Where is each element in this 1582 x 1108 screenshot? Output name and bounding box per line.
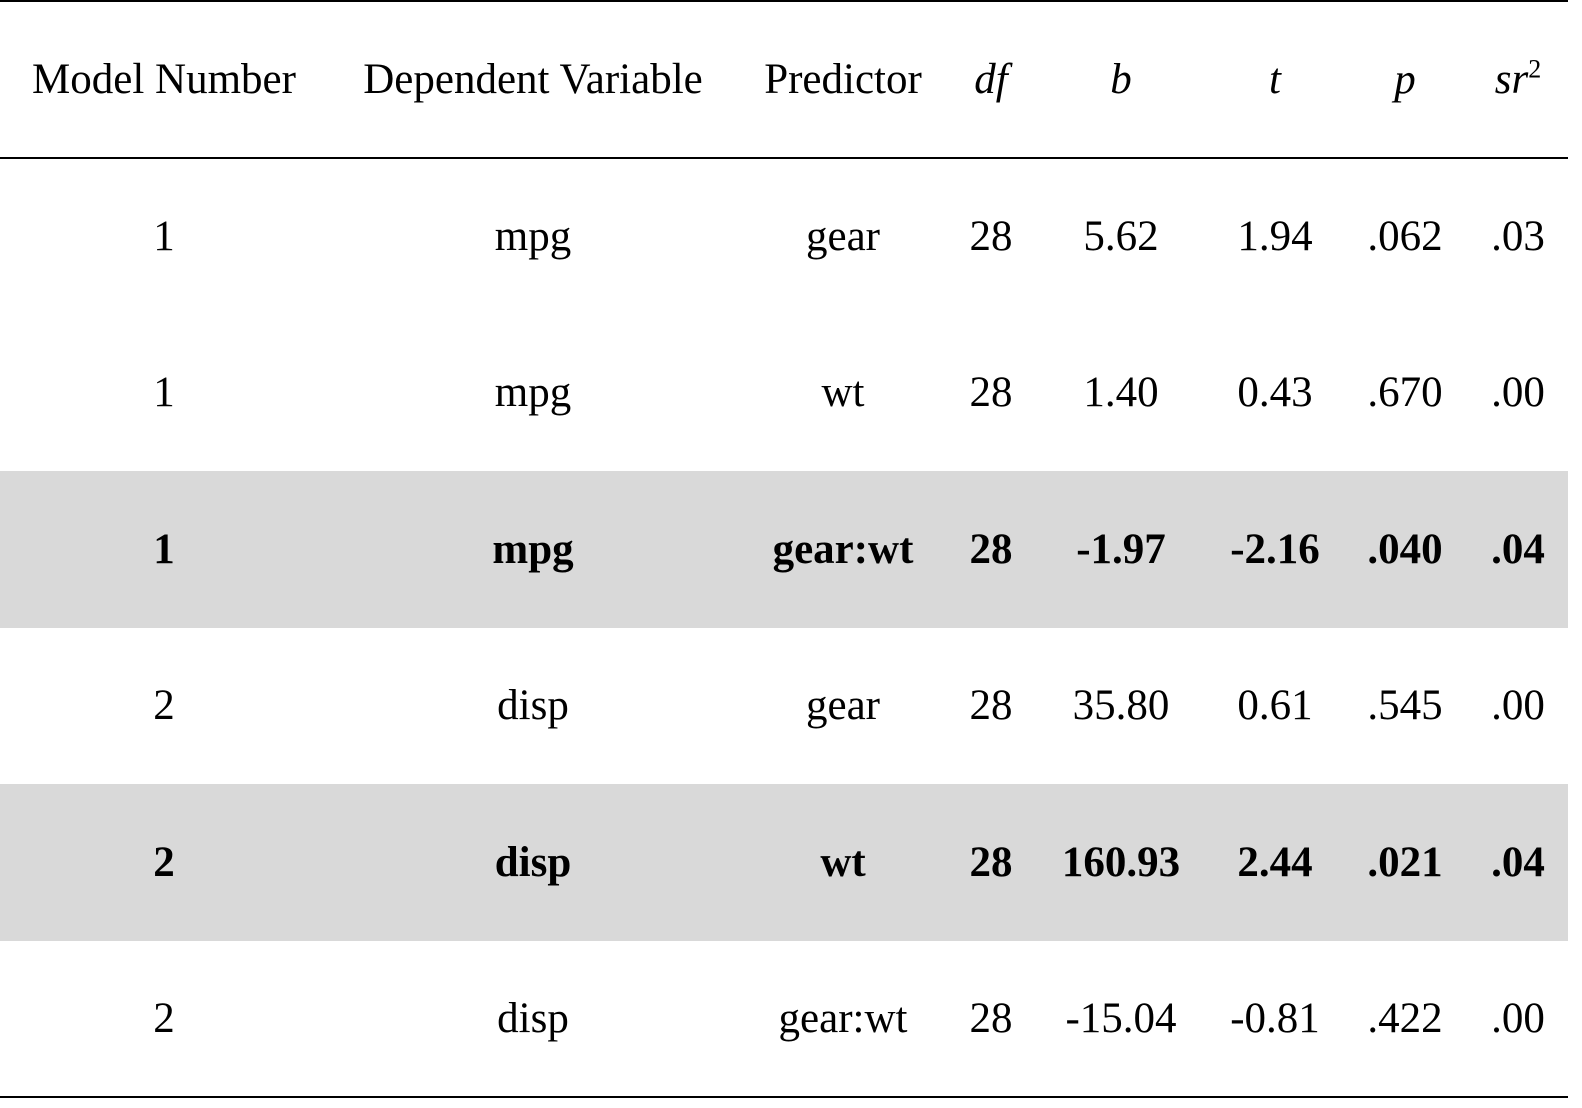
header-dependent-variable: Dependent Variable [328, 0, 738, 159]
cell-dependent-variable: mpg [494, 213, 572, 261]
cell-predictor: gear [806, 213, 880, 261]
table-row: 1 mpg gear 28 5.62 1.94 .062 .03 [0, 158, 1568, 315]
header-df: df [948, 0, 1034, 159]
header-sr2-base: sr [1494, 56, 1529, 103]
table-body: 1 mpg gear 28 5.62 1.94.062.03 1 mpg wt 28 1.40 0.4… [0, 158, 1568, 1098]
cell-model-number: 1 [153, 213, 175, 261]
cell-model-number: 2 [0, 940, 328, 1098]
cell-dependent-variable: disp [328, 940, 738, 1098]
table-header: Model Number Dependent Variable Predicto… [0, 0, 1568, 159]
cell-dependent-variable: mpg [328, 471, 738, 628]
table-row: 2 disp wt 28 160.93 2.44.021.04 [0, 784, 1568, 941]
cell-p: .545 [1367, 682, 1443, 730]
cell-predictor: wt [738, 784, 948, 941]
cell-dependent-variable: disp [497, 682, 569, 730]
cell-sr2: .04 [1468, 471, 1568, 628]
cell-p: .670 [1367, 369, 1443, 417]
cell-sr2: .00 [1491, 369, 1545, 417]
table-row: 1 mpg gear:wt 28 -1.97 -2.16.040.04 [0, 471, 1568, 628]
header-model-number: Model Number [0, 0, 328, 159]
cell-model-number: 2 [0, 784, 328, 941]
cell-df: 28 [948, 784, 1034, 941]
cell-df: 28 [969, 369, 1013, 417]
cell-t: 1.94 [1237, 213, 1313, 261]
cell-model-number: 1 [0, 471, 328, 628]
cell-t: 0.43 [1237, 369, 1313, 417]
cell-dependent-variable: mpg [494, 369, 572, 417]
header-sr2: sr2 [1468, 0, 1568, 159]
cell-predictor: wt [821, 369, 865, 417]
cell-t: 0.61 [1237, 682, 1313, 730]
cell-t: -0.81 [1208, 940, 1342, 1098]
cell-sr2: .00 [1468, 940, 1568, 1098]
cell-dependent-variable: disp [328, 784, 738, 941]
header-p: p [1342, 0, 1468, 159]
cell-t: -2.16 [1208, 471, 1342, 628]
cell-b: 160.93 [1034, 784, 1208, 941]
cell-p: .422 [1342, 940, 1468, 1098]
cell-df: 28 [969, 213, 1013, 261]
cell-predictor: gear [806, 682, 880, 730]
header-b: b [1034, 0, 1208, 159]
cell-predictor: gear:wt [738, 471, 948, 628]
header-predictor: Predictor [738, 0, 948, 159]
cell-b: 1.40 [1083, 369, 1159, 417]
header-row: Model Number Dependent Variable Predicto… [0, 0, 1568, 159]
cell-sr2: .03 [1491, 213, 1545, 261]
cell-model-number: 1 [153, 369, 175, 417]
header-sr2-exponent: 2 [1528, 54, 1542, 84]
cell-b: -1.97 [1034, 471, 1208, 628]
cell-p: .021 [1342, 784, 1468, 941]
cell-sr2: .00 [1491, 682, 1545, 730]
header-t: t [1208, 0, 1342, 159]
cell-df: 28 [948, 471, 1034, 628]
cell-sr2: .04 [1468, 784, 1568, 941]
table-row: 1 mpg wt 28 1.40 0.43 .670 .00 [0, 315, 1568, 472]
cell-b: 35.80 [1072, 682, 1170, 730]
cell-df: 28 [969, 682, 1013, 730]
table-row: 2 disp gear:wt 28 -15.04 -0.81.422.00 [0, 940, 1568, 1098]
cell-p: .040 [1342, 471, 1468, 628]
cell-p: .062 [1367, 213, 1443, 261]
cell-model-number: 2 [153, 682, 175, 730]
cell-b: 5.62 [1083, 213, 1159, 261]
cell-df: 28 [948, 940, 1034, 1098]
cell-b: -15.04 [1034, 940, 1208, 1098]
cell-t: 2.44 [1208, 784, 1342, 941]
table-row: 2 disp gear 28 35.80 0.61 .545 .00 [0, 628, 1568, 785]
cell-predictor: gear:wt [738, 940, 948, 1098]
